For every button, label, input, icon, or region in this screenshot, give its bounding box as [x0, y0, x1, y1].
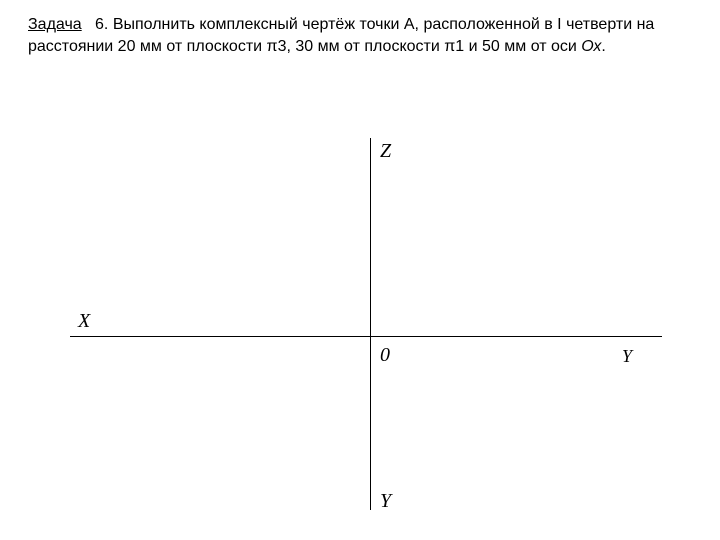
axis-label-x: X: [78, 310, 90, 333]
axis-label-y-right: Y: [622, 346, 632, 367]
axis-label-z: Z: [380, 140, 391, 163]
horizontal-axis: [70, 336, 662, 337]
origin-label: 0: [380, 344, 390, 367]
axes-diagram: Z X 0 Y Y: [0, 0, 720, 540]
vertical-axis: [370, 138, 371, 510]
axis-label-y-down: Y: [380, 490, 391, 513]
